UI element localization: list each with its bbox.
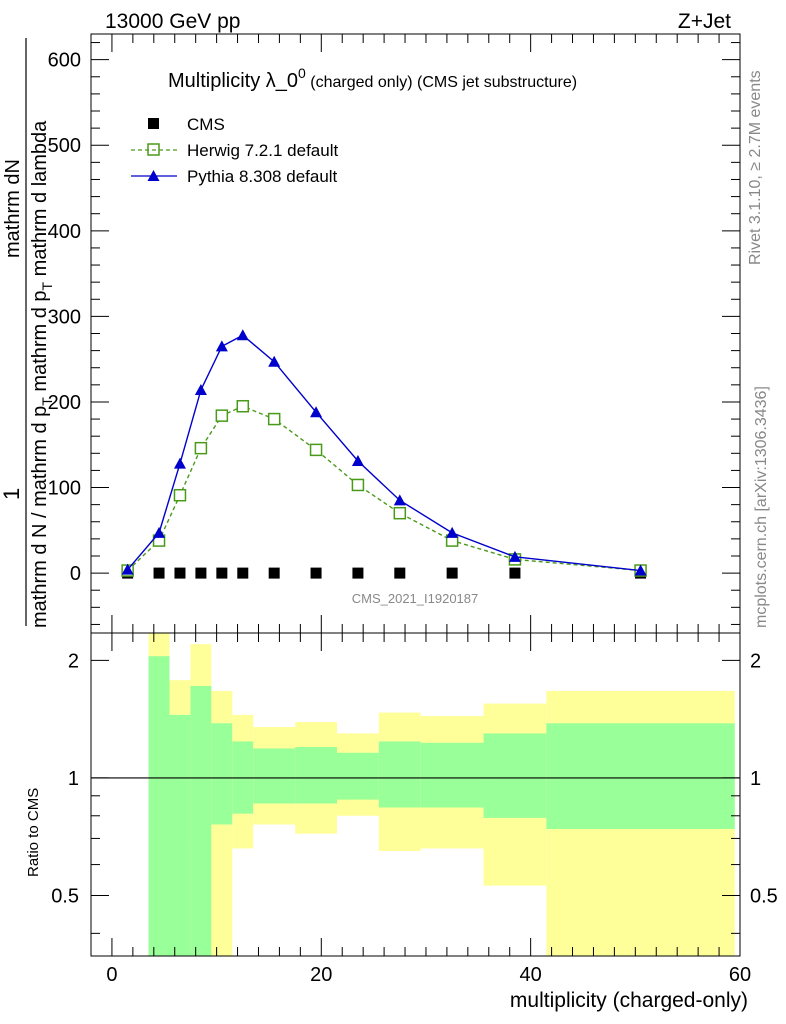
ratio-ytick-label-right: 0.5 — [750, 886, 778, 908]
cms-point — [310, 567, 322, 579]
ratio-band-green-11 — [546, 723, 735, 830]
herwig-point — [393, 506, 407, 520]
pythia-point — [194, 383, 207, 395]
main-ytick-label: 0 — [70, 563, 81, 585]
ratio-bands — [148, 633, 735, 956]
cms-point — [237, 567, 249, 579]
herwig-point — [194, 441, 208, 455]
legend-marker-cms — [148, 118, 159, 129]
svg-text:mathrm dN: mathrm dN — [2, 159, 24, 258]
ratio-band-green-6 — [295, 747, 337, 804]
main-ytick-label: 400 — [48, 221, 81, 243]
legend-marker-pythia — [147, 170, 160, 181]
pythia-point — [508, 550, 521, 562]
cms-point — [446, 567, 458, 579]
ratio-band-green-7 — [336, 752, 379, 800]
pythia-point — [393, 494, 406, 506]
cms-point — [195, 567, 207, 579]
ratio-ytick-label-right: 1 — [750, 768, 761, 790]
ratio-panel-frame — [90, 632, 741, 957]
cms-point — [509, 567, 521, 579]
x-tick-label: 60 — [729, 964, 751, 986]
pythia-point — [153, 526, 166, 538]
ratio-band-green-0 — [148, 656, 170, 956]
herwig-point — [267, 412, 281, 426]
herwig-point — [351, 478, 365, 492]
main-ytick-label: 600 — [48, 50, 81, 72]
ratio-band-green-5 — [253, 748, 296, 804]
ratio-ylabel: Ratio to CMS — [25, 788, 42, 877]
rivet-info: Rivet 3.1.10, ≥ 2.7M events — [747, 70, 764, 265]
series-layer — [121, 329, 647, 579]
pythia-point — [215, 340, 228, 352]
x-ticks: 0 20 40 60 — [106, 34, 751, 986]
herwig-point — [173, 488, 187, 502]
legend: CMS Herwig 7.2.1 default Pythia 8.308 de… — [131, 115, 338, 186]
ratio-band-green-8 — [378, 741, 421, 808]
main-ylabel: mathrm d N / mathrm d pT mathrm d pT mat… — [0, 38, 55, 628]
ratio-ytick-label: 2 — [68, 650, 79, 672]
ratio-y-ticks: 0.5 0.5 1 1 2 2 — [51, 650, 778, 934]
cms-point — [174, 567, 186, 579]
ratio-ytick-label-right: 2 — [750, 650, 761, 672]
legend-label-cms: CMS — [187, 115, 225, 134]
pythia-point — [121, 563, 134, 575]
cms-point — [153, 567, 165, 579]
main-ytick-label: 200 — [48, 392, 81, 414]
main-ytick-label: 300 — [48, 306, 81, 328]
herwig-point — [309, 443, 323, 457]
svg-text:1: 1 — [0, 488, 24, 500]
herwig-point — [236, 399, 250, 413]
pythia-point — [351, 455, 364, 467]
analysis-watermark: CMS_2021_I1920187 — [352, 591, 479, 606]
legend-label-pythia: Pythia 8.308 default — [187, 167, 338, 186]
series-line-1 — [127, 405, 641, 572]
ratio-band-green-2 — [190, 685, 212, 956]
mcplots-info: mcplots.cern.ch [arXiv:1306.3436] — [753, 386, 770, 628]
legend-marker-herwig — [147, 143, 160, 156]
ratio-ytick-label: 0.5 — [51, 886, 79, 908]
main-ytick-label: 500 — [48, 135, 81, 157]
x-tick-label: 0 — [106, 964, 117, 986]
cms-point — [268, 567, 280, 579]
cms-point — [216, 567, 228, 579]
cms-point — [352, 567, 364, 579]
pythia-point — [634, 564, 647, 576]
ratio-band-green-10 — [483, 733, 547, 818]
header-right: Z+Jet — [678, 10, 731, 33]
pythia-point — [173, 457, 186, 469]
main-y-ticks: 0 100 200 300 400 500 600 — [48, 42, 740, 625]
pythia-point — [310, 406, 323, 418]
ratio-band-green-9 — [420, 742, 484, 808]
cms-point — [394, 567, 406, 579]
ratio-band-green-3 — [211, 723, 233, 825]
ratio-ytick-label: 1 — [68, 768, 79, 790]
ratio-band-green-1 — [169, 714, 191, 956]
x-axis-label: multiplicity (charged-only) — [510, 989, 748, 1012]
main-ytick-label: 100 — [48, 478, 81, 500]
svg-text:mathrm d N / mathrm d pT mathr: mathrm d N / mathrm d pT mathrm d pT mat… — [29, 120, 55, 628]
x-tick-label: 40 — [520, 964, 542, 986]
header-left: 13000 GeV pp — [105, 10, 240, 33]
legend-label-herwig: Herwig 7.2.1 default — [187, 141, 338, 160]
herwig-point — [215, 409, 229, 422]
pythia-point — [446, 526, 459, 538]
chart-title: Multiplicity λ_00 (charged only) (CMS je… — [168, 65, 577, 92]
pythia-point — [236, 329, 249, 341]
pythia-point — [268, 355, 281, 367]
x-tick-label: 20 — [310, 964, 332, 986]
